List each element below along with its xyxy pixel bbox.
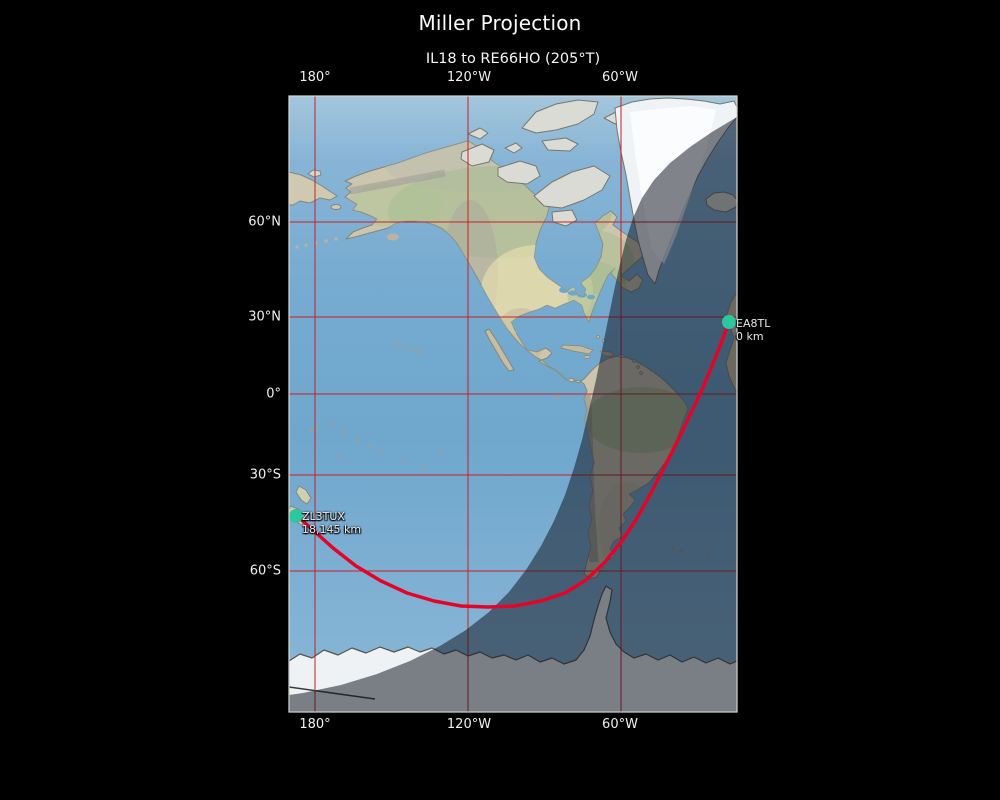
marker-zl3tux-distance: 18,145 km — [302, 523, 362, 536]
marker-label-ea8tl: EA8TL 0 km — [736, 317, 770, 343]
marker-ea8tl-distance: 0 km — [736, 330, 764, 343]
left-axis-tick-30n: 30°N — [248, 309, 281, 325]
route-line — [294, 320, 731, 609]
top-axis-tick-180: 180° — [299, 70, 331, 85]
bottom-axis-tick-60w: 60°W — [602, 717, 638, 732]
marker-ea8tl-dot — [722, 315, 736, 329]
left-axis-tick-60n: 60°N — [248, 214, 281, 230]
top-axis-tick-60w: 60°W — [602, 70, 638, 85]
page-subtitle: IL18 to RE66HO (205°T) — [425, 51, 601, 67]
map-frame — [288, 95, 738, 713]
marker-ea8tl-callsign: EA8TL — [736, 317, 771, 330]
top-axis-tick-120w: 120°W — [446, 70, 492, 85]
marker-zl3tux-dot — [289, 509, 303, 523]
arctic-archipelago — [460, 99, 625, 227]
night-terminator-overlay — [289, 117, 737, 712]
land-baja-california — [484, 328, 515, 372]
marker-zl3tux-callsign: ZL3TUX — [302, 510, 345, 523]
page-title: Miller Projection — [418, 11, 582, 35]
left-axis-tick-30s: 30°S — [249, 467, 281, 483]
bottom-axis-tick-120w: 120°W — [446, 717, 492, 732]
land-st-lawrence-island — [330, 204, 342, 210]
map-canvas — [289, 96, 737, 712]
left-axis-tick-60s: 60°S — [249, 563, 281, 579]
marker-label-zl3tux: ZL3TUX 18,145 km — [302, 510, 361, 536]
bottom-axis-tick-180: 180° — [299, 717, 331, 732]
land-siberia — [289, 171, 338, 206]
left-axis-tick-0: 0° — [266, 386, 281, 402]
